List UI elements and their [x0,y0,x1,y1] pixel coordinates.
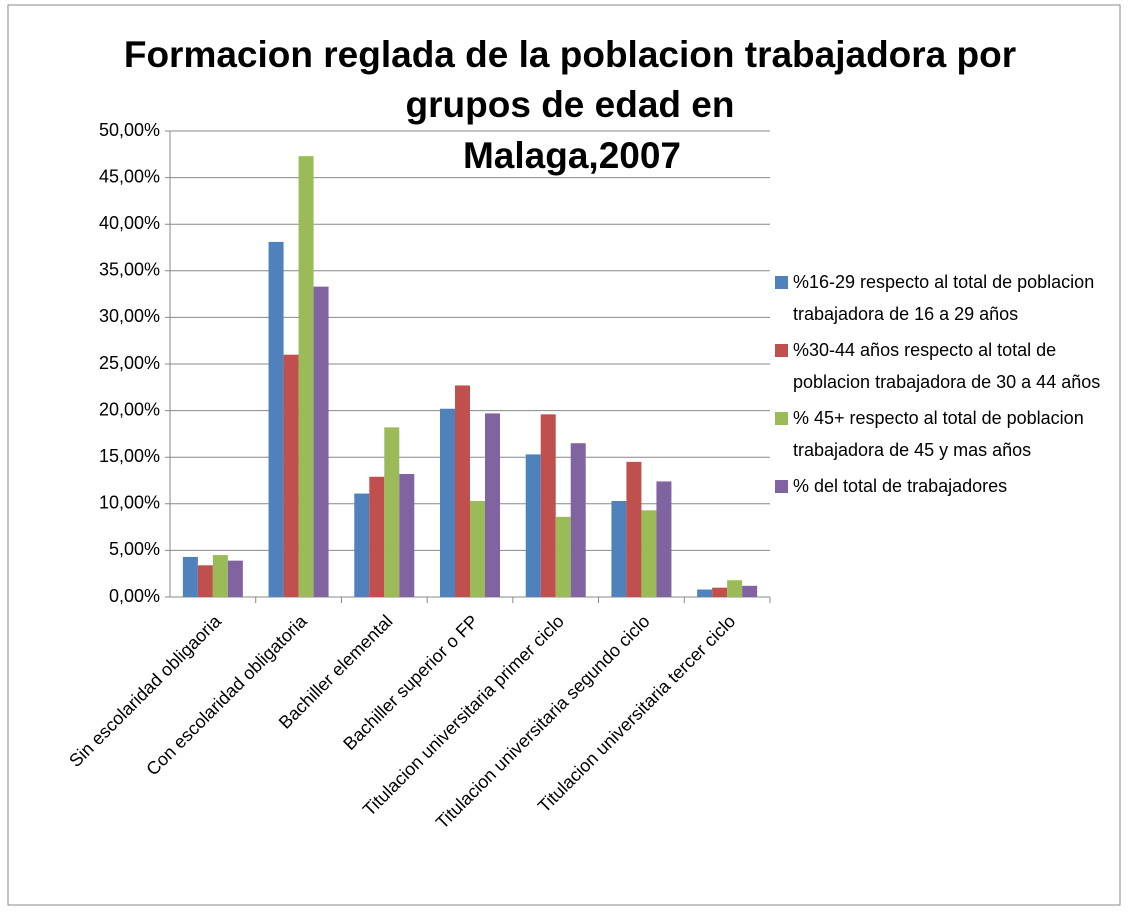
y-tick-label: 35,00% [99,260,160,280]
bar [540,414,556,597]
bar [555,516,571,597]
bar [268,241,284,597]
bar [611,501,627,597]
bar [485,413,500,597]
bar [399,473,415,597]
bar [727,580,743,597]
y-tick-label: 25,00% [99,353,160,373]
legend-label: % 45+ respecto al total de poblacion tra… [793,408,1084,460]
legend-label: %30-44 años respecto al total de poblaci… [793,340,1101,392]
legend-label: %16-29 respecto al total de poblacion tr… [793,272,1095,324]
frame [7,4,1121,906]
bar [742,585,758,597]
chart-title: Malaga,2007 [463,135,681,176]
bar [227,560,243,597]
bar [525,454,541,597]
bar [712,587,728,597]
y-tick-label: 50,00% [99,120,160,140]
bar [197,565,213,597]
y-tick-label: 5,00% [109,539,160,559]
bar [369,476,385,597]
y-tick-label: 20,00% [99,399,160,419]
bar [656,481,672,597]
bar [626,461,642,597]
y-tick-label: 30,00% [99,306,160,326]
bar [283,354,299,597]
legend-entry: %16-29 respecto al total de poblacion tr… [775,266,1115,330]
bar [570,443,586,597]
legend-swatch [775,480,788,493]
legend-swatch [775,412,788,425]
x-tick-label: Sin escolaridad obligaoria [65,610,226,771]
legend-entry: % del total de trabajadores [775,470,1115,502]
bar [440,408,455,597]
bar [455,385,470,597]
bar [641,510,657,597]
bar [384,427,400,597]
bar [298,156,314,597]
legend-label: % del total de trabajadores [793,476,1008,496]
legend-swatch [775,344,788,357]
bar [182,556,198,597]
y-tick-label: 0,00% [109,586,160,606]
legend-entry: % 45+ respecto al total de poblacion tra… [775,402,1115,466]
legend-entry: %30-44 años respecto al total de poblaci… [775,334,1115,398]
bar [212,555,228,597]
chart-title: grupos de edad en [406,84,735,125]
y-tick-label: 15,00% [99,446,160,466]
y-tick-label: 45,00% [99,166,160,186]
chart-title: Formacion reglada de la poblacion trabaj… [124,34,1016,75]
bar [313,286,329,597]
bar [697,589,713,597]
legend-swatch [775,276,788,289]
y-tick-label: 10,00% [99,493,160,513]
x-tick-label: Con escolaridad obligatoria [142,610,311,779]
legend: %16-29 respecto al total de poblacion tr… [775,266,1115,506]
y-tick-label: 40,00% [99,213,160,233]
bar [470,501,485,597]
bar [354,493,370,597]
